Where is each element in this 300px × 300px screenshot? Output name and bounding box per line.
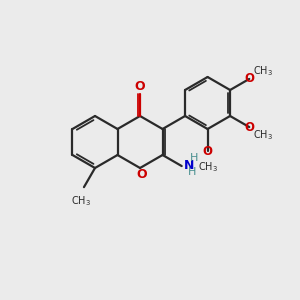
Text: H: H — [188, 167, 196, 177]
Text: CH$_3$: CH$_3$ — [71, 194, 91, 208]
Text: O: O — [244, 121, 254, 134]
Text: O: O — [244, 72, 254, 86]
Text: CH$_3$: CH$_3$ — [253, 128, 273, 142]
Text: CH$_3$: CH$_3$ — [198, 160, 218, 174]
Text: H: H — [190, 153, 198, 163]
Text: CH$_3$: CH$_3$ — [253, 64, 273, 78]
Text: O: O — [135, 80, 145, 93]
Text: O: O — [137, 167, 147, 181]
Text: N: N — [184, 158, 194, 172]
Text: O: O — [202, 145, 213, 158]
